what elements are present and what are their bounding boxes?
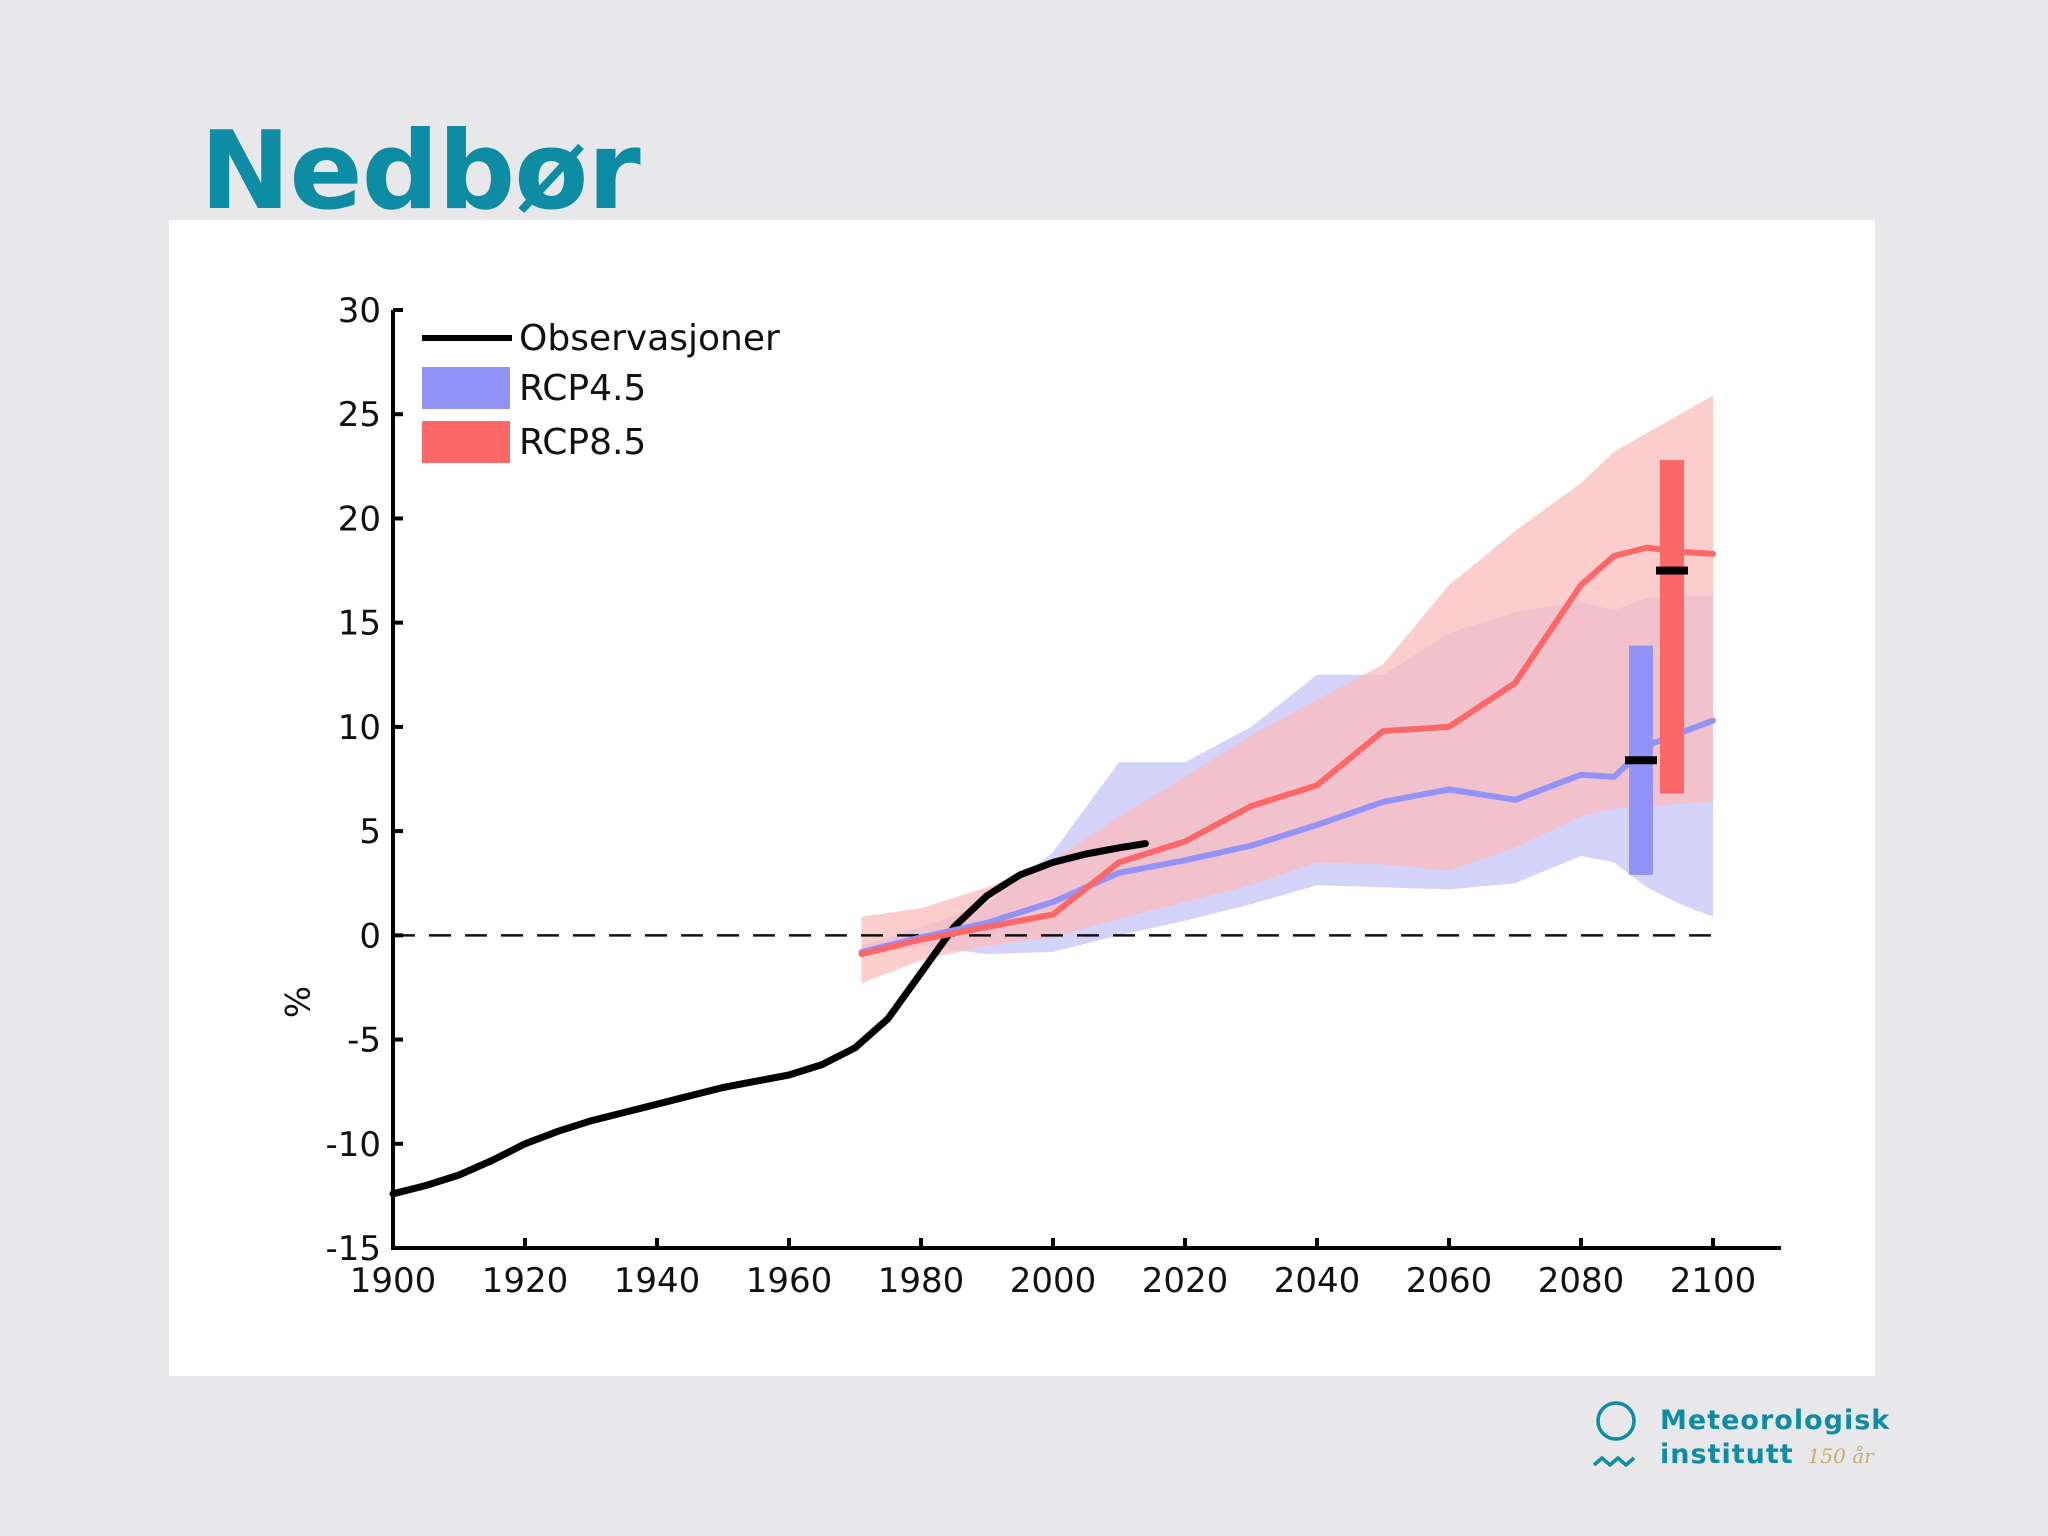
y-tick-label: 30 xyxy=(338,291,381,331)
x-tick-label: 2060 xyxy=(1406,1261,1493,1301)
x-tick-label: 2040 xyxy=(1274,1261,1361,1301)
rcp8-5-median-mark xyxy=(1656,566,1688,575)
y-tick-label: -10 xyxy=(325,1125,381,1165)
y-axis-ticks: 30 25 20 15 10 5 0 -5 -10 -15 xyxy=(325,291,403,1269)
y-tick-label: -5 xyxy=(347,1021,381,1061)
y-tick-label: 0 xyxy=(359,916,381,956)
legend-swatch-rcp4-5 xyxy=(422,367,510,409)
legend-label-observasjoner: Observasjoner xyxy=(519,318,780,359)
y-tick-label: 15 xyxy=(338,604,381,644)
sun-over-waves-icon xyxy=(1592,1401,1636,1467)
range-bars xyxy=(1625,460,1688,875)
x-tick-label: 1940 xyxy=(614,1261,701,1301)
legend-label-rcp4-5: RCP4.5 xyxy=(519,368,646,409)
y-tick-label: 10 xyxy=(338,708,381,748)
x-tick-label: 2100 xyxy=(1670,1261,1757,1301)
y-tick-label: 20 xyxy=(338,499,381,539)
observasjoner-line xyxy=(389,840,1149,1198)
x-tick-label: 2000 xyxy=(1010,1261,1097,1301)
rcp8-5-range-bar xyxy=(1660,460,1684,794)
x-tick-label: 1920 xyxy=(482,1261,569,1301)
y-tick-label: -15 xyxy=(325,1229,381,1269)
x-axis-ticks: 1900 1920 1940 1960 1980 2000 2020 2040 2060 2080… xyxy=(350,1238,1757,1301)
logo-anniversary: 150 år xyxy=(1807,1444,1874,1468)
y-tick-label: 5 xyxy=(359,812,381,852)
chart-legend: Observasjoner RCP4.5 RCP8.5 xyxy=(422,318,780,463)
logo-name-line1: Meteorologisk xyxy=(1660,1405,1891,1436)
x-tick-label: 1960 xyxy=(746,1261,833,1301)
x-tick-label: 1900 xyxy=(350,1261,437,1301)
rcp8-5-line xyxy=(858,544,1716,958)
precipitation-chart: 1900 1920 1940 1960 1980 2000 2020 2040 2060 2080… xyxy=(276,291,1781,1301)
chart-panel: 1900 1920 1940 1960 1980 2000 2020 2040 2060 2080… xyxy=(169,220,1875,1376)
met-institute-logo: Meteorologisk institutt 150 år xyxy=(1590,1395,1889,1485)
chart-axes xyxy=(391,310,1781,1250)
legend-label-rcp8-5: RCP8.5 xyxy=(519,422,646,463)
y-tick-label: 25 xyxy=(338,395,381,435)
x-tick-label: 2020 xyxy=(1142,1261,1229,1301)
logo-name-line2-text: institutt xyxy=(1660,1439,1794,1470)
y-axis-label: % xyxy=(276,986,316,1018)
x-tick-label: 2080 xyxy=(1538,1261,1625,1301)
uncertainty-bands xyxy=(861,395,1713,984)
legend-swatch-observasjoner xyxy=(422,335,512,341)
logo-name-line2: institutt 150 år xyxy=(1660,1439,1874,1470)
rcp8-5-band xyxy=(861,395,1713,984)
slide-title: Nedbør xyxy=(200,109,641,234)
rcp4-5-median-mark xyxy=(1625,756,1657,765)
x-tick-label: 1980 xyxy=(878,1261,965,1301)
legend-swatch-rcp8-5 xyxy=(422,421,510,463)
